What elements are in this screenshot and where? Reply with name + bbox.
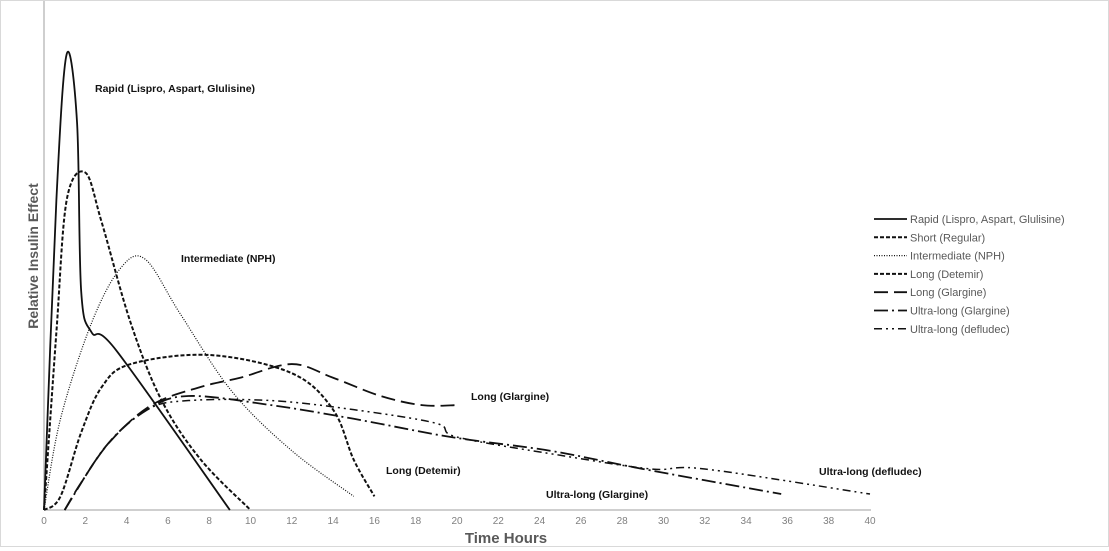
x-tick-label: 22 xyxy=(493,516,505,527)
x-tick-label: 32 xyxy=(699,516,711,527)
series-annotation: Rapid (Lispro, Aspart, Glulisine) xyxy=(95,83,255,95)
x-tick-label: 40 xyxy=(864,516,876,527)
x-tick-label: 18 xyxy=(410,516,422,527)
series-line-long-detemir- xyxy=(43,353,376,511)
x-tick-label: 0 xyxy=(41,516,47,527)
x-tick-label: 36 xyxy=(782,516,794,527)
legend-entry: Long (Glargine) xyxy=(910,287,986,299)
x-tick-label: 8 xyxy=(206,516,212,527)
x-tick-label: 20 xyxy=(451,516,463,527)
x-tick-label: 24 xyxy=(534,516,546,527)
series-annotation: Long (Glargine) xyxy=(471,391,549,403)
series-line-intermediate-nph- xyxy=(43,255,355,511)
y-axis-title: Relative Insulin Effect xyxy=(25,183,41,329)
series-line-ultra-long-glargine- xyxy=(63,395,782,511)
legend-entry: Intermediate (NPH) xyxy=(910,251,1005,263)
x-tick-label: 2 xyxy=(83,516,89,527)
series-line-rapid-lispro-aspart-glulisine- xyxy=(43,50,231,511)
x-axis-title: Time Hours xyxy=(465,530,547,546)
x-tick-label: 30 xyxy=(658,516,670,527)
x-tick-label: 16 xyxy=(369,516,381,527)
series-line-ultra-long-defludec- xyxy=(64,398,871,511)
x-tick-label: 12 xyxy=(286,516,298,527)
series-annotation: Ultra-long (Glargine) xyxy=(546,489,648,501)
series-annotation: Ultra-long (defludec) xyxy=(819,466,922,478)
series-annotation: Long (Detemir) xyxy=(386,465,461,477)
legend: Rapid (Lispro, Aspart, Glulisine) Short (… xyxy=(874,214,1065,336)
x-tick-label: 14 xyxy=(328,516,340,527)
x-tick-label: 34 xyxy=(741,516,753,527)
series-annotation: Intermediate (NPH) xyxy=(181,253,276,265)
series-line-long-glargine- xyxy=(63,363,458,511)
x-tick-label: 6 xyxy=(165,516,171,527)
x-tick-label: 10 xyxy=(245,516,257,527)
legend-entry: Rapid (Lispro, Aspart, Glulisine) xyxy=(910,214,1065,226)
legend-entry: Long (Detemir) xyxy=(910,269,983,281)
legend-entry: Ultra-long (defludec) xyxy=(910,324,1010,336)
x-tick-label: 4 xyxy=(124,516,130,527)
legend-entry: Ultra-long (Glargine) xyxy=(910,306,1010,318)
series-line-short-regular- xyxy=(43,170,252,511)
legend-entry: Short (Regular) xyxy=(910,232,985,244)
x-tick-label: 38 xyxy=(823,516,835,527)
x-tick-label: 26 xyxy=(575,516,587,527)
x-tick-label: 28 xyxy=(617,516,629,527)
